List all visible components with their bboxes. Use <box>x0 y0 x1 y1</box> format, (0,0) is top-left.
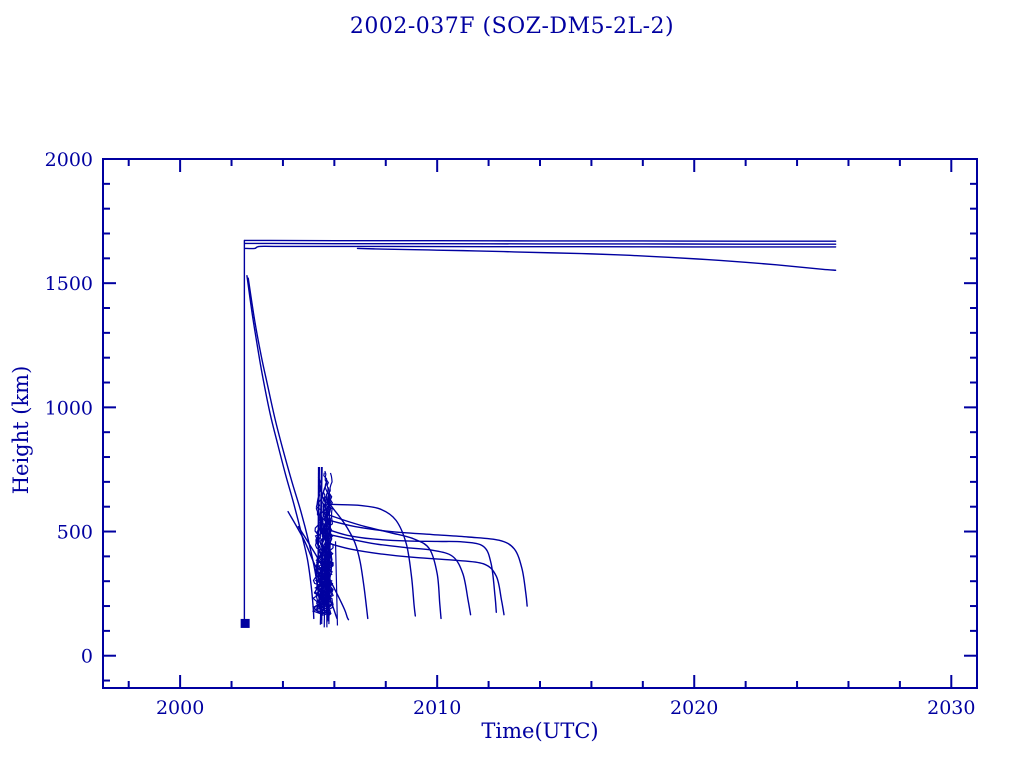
series-dense-oscillation-cluster <box>311 466 339 628</box>
series-high-orbit-band-1 <box>244 239 837 242</box>
series-slow-decay-upper <box>356 247 837 271</box>
series-fast-decay-b <box>247 277 323 621</box>
page-title: 2002-037F (SOZ-DM5-2L-2) <box>349 14 675 39</box>
series-knee-decay-1 <box>324 496 369 620</box>
cluster-spike <box>317 466 321 563</box>
y-axis-title: Height (km) <box>9 366 33 495</box>
marker-isolated-marker <box>240 618 250 628</box>
x-axis-title: Time(UTC) <box>481 719 598 743</box>
x-axis-tick-labels: 2000 2010 2020 2030 <box>156 697 976 719</box>
cluster-tail <box>328 518 332 625</box>
cluster-tail <box>334 541 339 626</box>
series-knee-decay-6 <box>325 542 505 616</box>
cluster-tail <box>319 538 323 625</box>
x-tick-label: 2010 <box>413 697 461 719</box>
series-knee-decay-5 <box>325 533 472 616</box>
series-knee-decay-7 <box>328 519 528 607</box>
cluster-tail <box>323 507 327 628</box>
series-knee-decay-2 <box>325 503 417 617</box>
x-tick-label: 2000 <box>156 697 204 719</box>
plot-frame <box>102 158 978 689</box>
y-axis-ticks <box>103 158 977 682</box>
series-knee-decay-4 <box>325 528 497 613</box>
y-tick-label: 2000 <box>45 149 93 171</box>
y-tick-label: 1500 <box>45 273 93 295</box>
series-fast-decay-a <box>246 275 315 620</box>
x-tick-label: 2020 <box>670 697 718 719</box>
y-tick-label: 1000 <box>45 397 93 419</box>
cluster-tail <box>326 520 330 623</box>
series-high-orbit-band-3 <box>244 245 837 250</box>
x-tick-label: 2030 <box>927 697 975 719</box>
data-series-layer <box>240 239 837 628</box>
cluster-spike <box>319 466 323 539</box>
series-knee-decay-3 <box>325 513 442 620</box>
y-tick-label: 0 <box>81 646 93 668</box>
plot-border <box>102 158 978 689</box>
series-high-orbit-band-2 <box>244 242 837 245</box>
cluster-tail <box>321 502 324 625</box>
y-tick-label: 500 <box>57 522 93 544</box>
x-axis-ticks <box>127 159 953 688</box>
y-axis-tick-labels: 0 500 1000 1500 2000 <box>45 149 93 668</box>
